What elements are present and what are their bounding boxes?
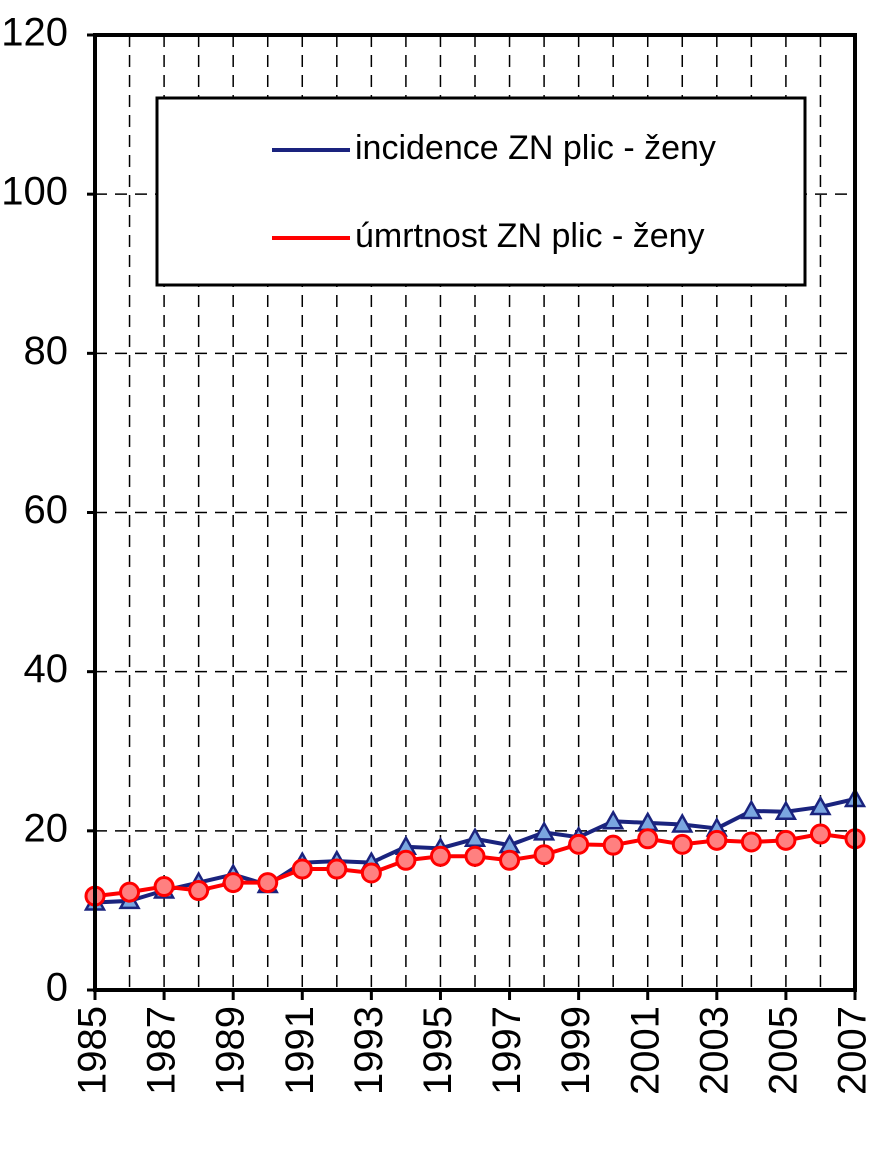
marker	[429, 845, 451, 867]
x-tick-label: 1991	[278, 1006, 322, 1095]
legend-label: úmrtnost ZN plic - ženy	[355, 217, 705, 255]
y-tick-label: 40	[24, 647, 69, 691]
x-tick-label: 2005	[761, 1006, 805, 1095]
x-tick-label: 1995	[416, 1006, 460, 1095]
marker	[532, 820, 556, 841]
legend-label: incidence ZN plic - ženy	[355, 129, 716, 167]
x-tick-label: 1993	[347, 1006, 391, 1095]
marker	[809, 823, 831, 845]
x-tick-label: 1999	[554, 1006, 598, 1095]
y-tick-label: 60	[24, 488, 69, 532]
marker	[671, 833, 693, 855]
marker	[119, 881, 141, 903]
marker	[774, 800, 798, 820]
x-tick-label: 1997	[485, 1006, 529, 1095]
marker	[153, 876, 175, 898]
x-tick-label: 1989	[209, 1006, 253, 1095]
marker	[222, 872, 244, 894]
marker	[326, 858, 348, 880]
marker	[257, 872, 279, 894]
marker	[740, 799, 763, 820]
y-tick-label: 20	[24, 806, 69, 850]
x-tick-label: 2003	[692, 1006, 736, 1095]
y-tick-label: 0	[46, 966, 68, 1010]
x-tick-label: 2007	[831, 1006, 874, 1095]
marker	[291, 858, 313, 880]
marker	[637, 828, 659, 850]
marker	[188, 880, 210, 902]
marker	[602, 809, 625, 830]
x-tick-label: 1985	[71, 1006, 115, 1095]
marker	[671, 812, 694, 833]
marker	[740, 831, 762, 853]
y-tick-label: 80	[24, 329, 69, 373]
legend	[155, 96, 807, 287]
marker	[602, 834, 624, 856]
marker	[499, 849, 521, 871]
marker	[463, 827, 487, 848]
marker	[360, 862, 382, 884]
y-tick-label: 100	[1, 170, 68, 214]
x-tick-label: 2001	[623, 1006, 667, 1095]
y-tick-label: 120	[1, 11, 68, 55]
marker	[533, 844, 555, 866]
marker	[395, 849, 417, 871]
marker	[464, 845, 486, 867]
marker	[775, 829, 797, 851]
marker	[568, 833, 590, 855]
marker	[809, 795, 832, 816]
x-tick-label: 1987	[140, 1006, 184, 1095]
marker	[706, 829, 728, 851]
